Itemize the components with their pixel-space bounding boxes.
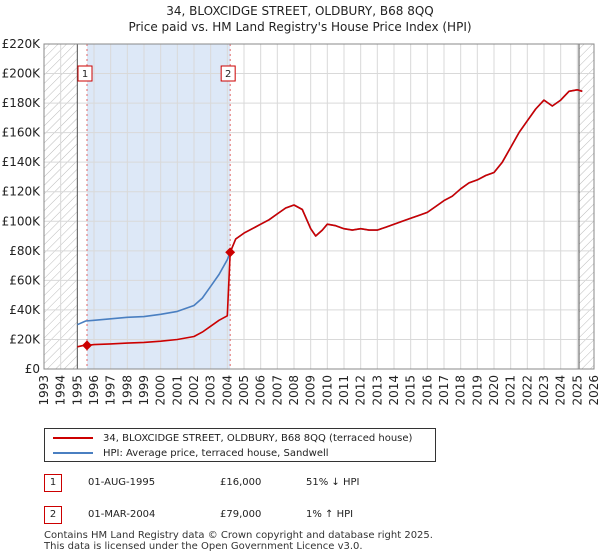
x-tick-label: 2004 — [220, 375, 234, 406]
sale-hpi-diff: 1% ↑ HPI — [306, 509, 354, 520]
chart-subtitle: Price paid vs. HM Land Registry's House … — [128, 20, 472, 34]
x-tick-label: 1993 — [37, 375, 51, 406]
sale-badge: 2 — [44, 506, 62, 524]
y-tick-label: £200K — [2, 67, 42, 81]
x-tick-label: 1999 — [137, 375, 151, 406]
legend-label-hpi: HPI: Average price, terraced house, Sand… — [103, 447, 329, 459]
x-tick-label: 2022 — [520, 375, 534, 406]
x-tick-label: 2012 — [354, 375, 368, 406]
x-tick-label: 2013 — [370, 375, 384, 406]
no-data-hatch — [579, 44, 594, 369]
sale-label-box — [220, 65, 236, 82]
ownership-shade — [87, 44, 231, 369]
x-tick-label: 2019 — [470, 375, 484, 406]
x-tick-label: 2021 — [504, 375, 518, 406]
x-tick-label: 2025 — [570, 375, 584, 406]
x-tick-label: 2002 — [187, 375, 201, 406]
sale-date: 01-MAR-2004 — [88, 509, 156, 520]
x-tick-label: 2011 — [337, 375, 351, 406]
y-tick-label: £40K — [9, 303, 41, 317]
y-tick-label: £120K — [2, 185, 42, 199]
x-tick-label: 2009 — [304, 375, 318, 406]
x-tick-label: 2026 — [587, 375, 600, 406]
legend-item-hpi: HPI: Average price, terraced house, Sand… — [53, 446, 329, 460]
x-tick-label: 2014 — [387, 375, 401, 406]
x-tick-label: 1995 — [70, 375, 84, 406]
y-tick-label: £180K — [2, 96, 42, 110]
y-tick-label: £20K — [9, 332, 41, 346]
y-tick-label: £60K — [9, 273, 41, 287]
sale-price: £79,000 — [220, 509, 262, 520]
footer: Contains HM Land Registry data © Crown c… — [44, 530, 433, 552]
price-chart: 1 2 £0 £20K £40K £60K £80K £100K £120K £140K £160… — [2, 37, 600, 406]
legend-swatch-hpi — [53, 452, 93, 454]
x-tick-label: 2016 — [420, 375, 434, 406]
legend-item-property: 34, BLOXCIDGE STREET, OLDBURY, B68 8QQ (… — [53, 431, 412, 445]
property-price-line — [77, 89, 583, 348]
x-tick-label: 2020 — [487, 375, 501, 406]
y-tick-label: £140K — [2, 155, 42, 169]
x-tick-label: 2018 — [454, 375, 468, 406]
x-tick-label: 2003 — [204, 375, 218, 406]
plot-frame — [43, 43, 595, 370]
x-tick-label: 2005 — [237, 375, 251, 406]
sale-badge: 1 — [44, 474, 62, 492]
x-tick-label: 2023 — [537, 375, 551, 406]
x-tick-label: 2006 — [254, 375, 268, 406]
sale-label-box — [77, 65, 93, 82]
x-tick-label: 1994 — [54, 375, 68, 406]
y-tick-label: £100K — [2, 214, 42, 228]
footer-licence: This data is licensed under the Open Gov… — [44, 541, 363, 552]
sale-label: 2 — [225, 69, 231, 80]
x-tick-label: 2010 — [320, 375, 334, 406]
x-tick-label: 2007 — [270, 375, 284, 406]
y-tick-label: £160K — [2, 126, 42, 140]
x-tick-label: 1998 — [120, 375, 134, 406]
footer-copyright: Contains HM Land Registry data © Crown c… — [44, 530, 433, 541]
chart-title: 34, BLOXCIDGE STREET, OLDBURY, B68 8QQ — [166, 4, 434, 18]
sale-price: £16,000 — [220, 477, 262, 488]
x-tick-label: 1997 — [104, 375, 118, 406]
x-tick-label: 2024 — [554, 375, 568, 406]
sale-label: 1 — [82, 69, 88, 80]
y-tick-label: £220K — [2, 37, 42, 51]
y-tick-label: £80K — [9, 244, 41, 258]
x-tick-label: 2017 — [437, 375, 451, 406]
x-tick-label: 2015 — [404, 375, 418, 406]
x-tick-label: 2000 — [154, 375, 168, 406]
sale-hpi-diff: 51% ↓ HPI — [306, 477, 360, 488]
x-tick-label: 2001 — [170, 375, 184, 406]
legend-label-property: 34, BLOXCIDGE STREET, OLDBURY, B68 8QQ (… — [103, 432, 413, 444]
sale-point — [225, 247, 236, 258]
legend-swatch-property — [53, 437, 93, 439]
chart-legend: 34, BLOXCIDGE STREET, OLDBURY, B68 8QQ (… — [44, 428, 436, 462]
x-tick-label: 1996 — [87, 375, 101, 406]
sale-date: 01-AUG-1995 — [88, 477, 156, 488]
y-tick-label: £0 — [25, 362, 40, 376]
x-tick-label: 2008 — [287, 375, 301, 406]
